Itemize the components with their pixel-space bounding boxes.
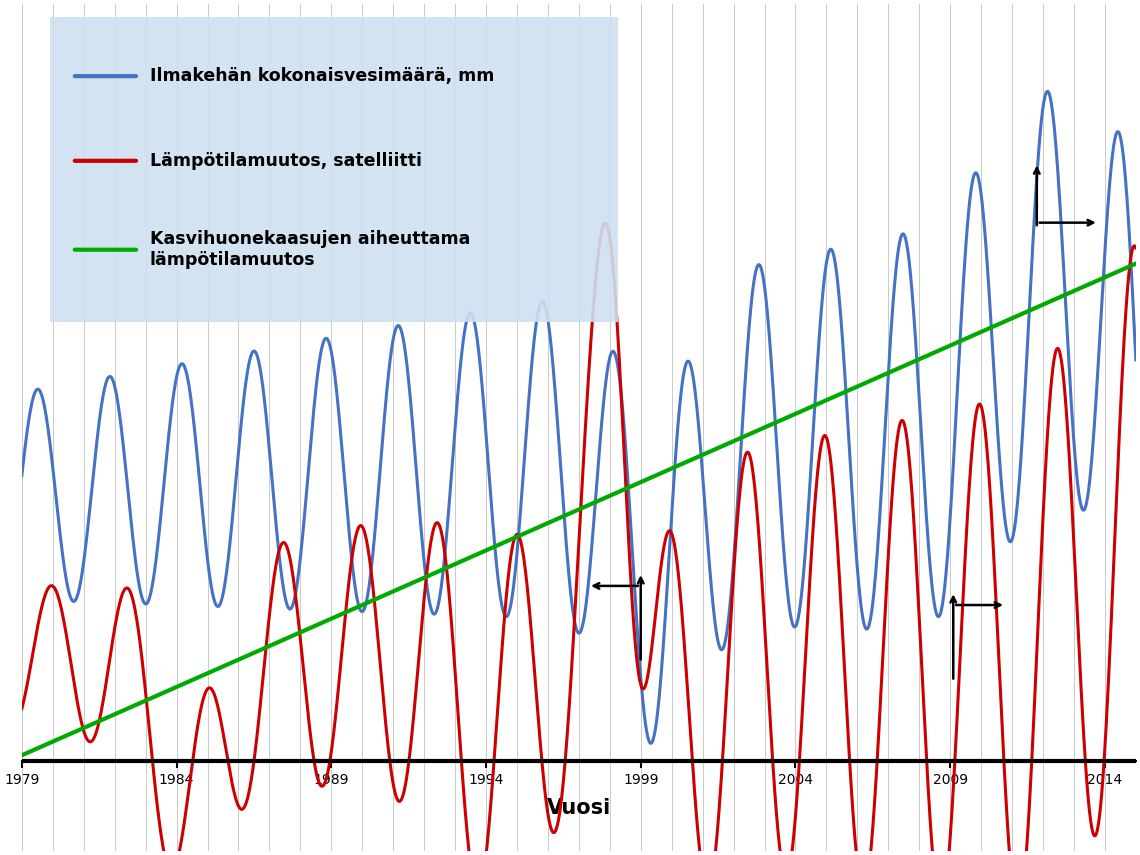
Text: Kasvihuonekaasujen aiheuttama
lämpötilamuutos: Kasvihuonekaasujen aiheuttama lämpötilam… bbox=[150, 230, 471, 269]
Text: Ilmakehän kokonaisvesimäärä, mm: Ilmakehän kokonaisvesimäärä, mm bbox=[150, 68, 495, 86]
X-axis label: Vuosi: Vuosi bbox=[547, 798, 611, 817]
FancyBboxPatch shape bbox=[50, 17, 618, 321]
Text: Lämpötilamuutos, satelliitti: Lämpötilamuutos, satelliitti bbox=[150, 152, 422, 170]
